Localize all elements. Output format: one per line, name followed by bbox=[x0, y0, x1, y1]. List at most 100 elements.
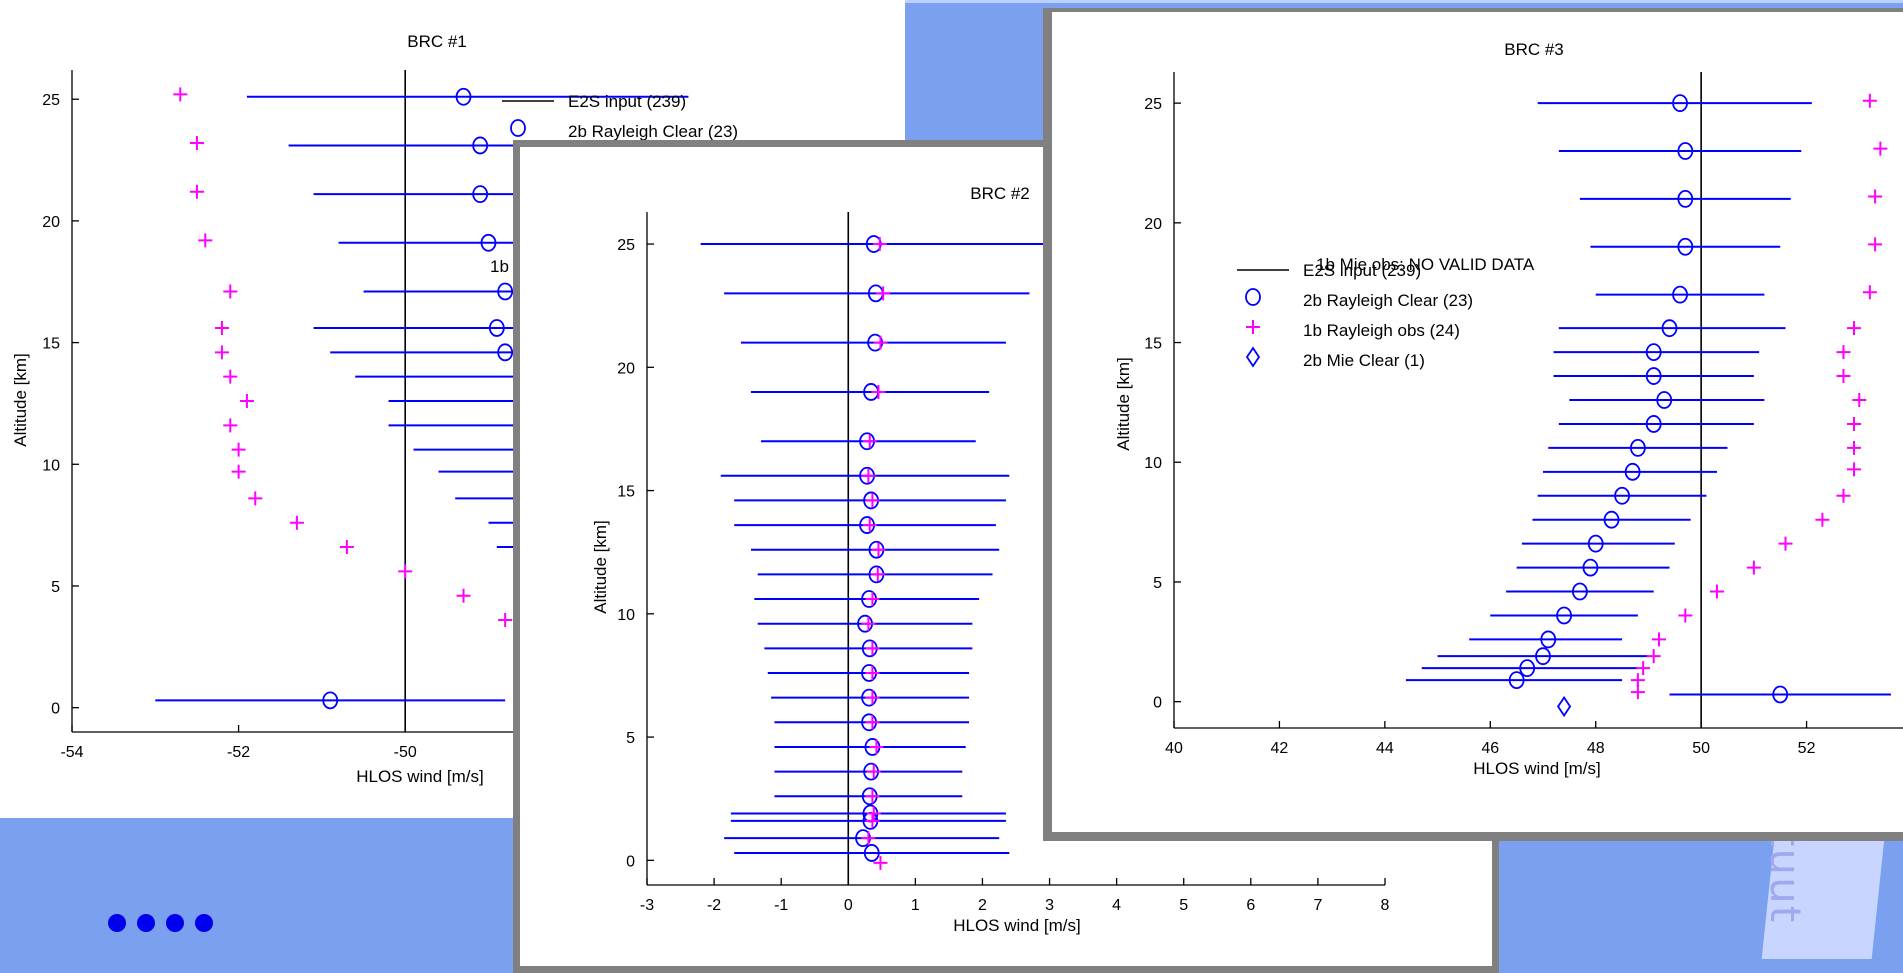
brc3-2b-rayleigh-clear-point bbox=[1572, 582, 1588, 601]
brc3-1b-rayleigh-obs-point bbox=[1847, 321, 1862, 336]
brc1-1b-rayleigh-obs-point bbox=[239, 394, 254, 408]
brc3-legend-label: E2S input (239) bbox=[1303, 261, 1421, 280]
brc3-1b-rayleigh-obs-point bbox=[1868, 237, 1883, 252]
brc1-1b-rayleigh-obs-point bbox=[189, 184, 204, 199]
brc2-1b-rayleigh-obs-point bbox=[861, 616, 876, 631]
brc2-chart: -3 -2 -1 0 1 2 3 4 5 6 7 8 0 5 10 15 20 25 BRC #2 HLOS wind… bbox=[591, 184, 1390, 935]
dot-3 bbox=[166, 914, 184, 932]
brc1-x-tick-label: -54 bbox=[60, 744, 83, 761]
brc3-x-tick-label: 44 bbox=[1376, 740, 1394, 757]
brc1-y-tick-label: 20 bbox=[42, 214, 60, 231]
brc3-1b-rayleigh-obs-point bbox=[1778, 536, 1793, 551]
brc3-2b-rayleigh-clear-point bbox=[1540, 630, 1557, 649]
brc2-1b-rayleigh-obs-point bbox=[865, 789, 880, 804]
brc3-2b-rayleigh-clear-point bbox=[1772, 685, 1789, 704]
brc2-x-tick-label: -3 bbox=[640, 897, 654, 914]
brc1-1b-rayleigh-obs-point bbox=[339, 540, 354, 555]
brc1-2b-rayleigh-clear-point bbox=[497, 343, 514, 362]
brc3-legend-label: 2b Mie Clear (1) bbox=[1303, 351, 1425, 370]
brc3-title: BRC #3 bbox=[1504, 40, 1564, 59]
brc3-2b-rayleigh-clear-point bbox=[1556, 606, 1572, 625]
brc3-1b-rayleigh-obs-point bbox=[1862, 93, 1877, 108]
brc2-1b-rayleigh-obs-point bbox=[865, 715, 880, 730]
brc1-1b-rayleigh-obs-point bbox=[198, 233, 213, 248]
brc3-legend-label: 2b Rayleigh Clear (23) bbox=[1303, 291, 1473, 310]
brc1-x-tick-label: -52 bbox=[227, 744, 250, 761]
brc3-2b-rayleigh-clear-point bbox=[1624, 462, 1641, 481]
brc2-x-tick-label: 0 bbox=[844, 897, 853, 914]
brc1-1b-rayleigh-obs-point bbox=[173, 87, 188, 102]
brc3-1b-rayleigh-obs-point bbox=[1709, 584, 1724, 599]
brc3-1b-rayleigh-obs-point bbox=[1868, 189, 1883, 204]
brc1-1b-rayleigh-obs-point bbox=[231, 464, 246, 479]
brc2-1b-rayleigh-obs-point bbox=[862, 518, 877, 533]
brc3-x-axis-label: HLOS wind [m/s] bbox=[1473, 759, 1601, 778]
brc1-legend-partial-label: 1b bbox=[490, 257, 509, 276]
brc2-1b-rayleigh-obs-point bbox=[866, 764, 881, 779]
brc3-1b-rayleigh-obs-point bbox=[1636, 661, 1651, 676]
brc3-2b-rayleigh-clear-point bbox=[1677, 237, 1694, 256]
brc2-x-tick-label: 5 bbox=[1179, 897, 1188, 914]
brc3-2b-rayleigh-clear-point bbox=[1645, 367, 1662, 385]
brc1-2b-rayleigh-clear-point bbox=[472, 136, 489, 155]
brc3-2b-rayleigh-clear-point bbox=[1677, 142, 1694, 160]
brc3-2b-rayleigh-clear-point bbox=[1603, 510, 1620, 529]
brc1-1b-rayleigh-obs-point bbox=[498, 613, 513, 628]
brc2-1b-rayleigh-obs-point bbox=[873, 855, 888, 870]
brc2-x-tick-label: 7 bbox=[1313, 897, 1322, 914]
brc3-1b-rayleigh-obs-point bbox=[1646, 649, 1661, 664]
brc3-2b-rayleigh-clear-point bbox=[1535, 647, 1551, 666]
brc2-1b-rayleigh-obs-point bbox=[865, 592, 880, 607]
brc1-y-tick-label: 10 bbox=[42, 457, 60, 474]
brc2-1b-rayleigh-obs-point bbox=[865, 813, 880, 828]
brc1-1b-rayleigh-obs-point bbox=[398, 564, 413, 579]
dot-2 bbox=[137, 914, 155, 932]
brc2-x-tick-label: -1 bbox=[774, 897, 788, 914]
brc2-1b-rayleigh-obs-point bbox=[861, 468, 876, 483]
brc3-2b-rayleigh-clear-point bbox=[1587, 534, 1604, 553]
brc1-title: BRC #1 bbox=[407, 32, 467, 51]
brc1-1b-rayleigh-obs-point bbox=[223, 369, 238, 384]
brc1-y-axis-label: Altitude [km] bbox=[11, 353, 30, 447]
brc2-x-tick-label: 3 bbox=[1045, 897, 1054, 914]
brc2-2b-rayleigh-clear-point bbox=[863, 844, 880, 862]
slide-progress-dots bbox=[108, 914, 224, 937]
brc3-x-tick-label: 46 bbox=[1481, 740, 1499, 757]
brc3-2b-mie-clear-point bbox=[1557, 695, 1572, 718]
brc3-2b-rayleigh-clear-point bbox=[1677, 189, 1694, 208]
brc2-1b-rayleigh-obs-point bbox=[862, 434, 877, 449]
brc2-1b-rayleigh-obs-point bbox=[865, 690, 880, 705]
brc2-1b-rayleigh-obs-point bbox=[865, 641, 880, 656]
brc1-y-tick-label: 0 bbox=[51, 701, 60, 718]
brc3-y-tick-label: 15 bbox=[1144, 336, 1162, 353]
brc3-chart: 40 42 44 46 48 50 52 0 5 10 15 20 25 BRC #3 HLOS wind … bbox=[1114, 40, 1903, 778]
brc1-2b-rayleigh-clear-point bbox=[322, 691, 339, 710]
brc3-y-tick-label: 25 bbox=[1144, 96, 1162, 113]
brc2-y-tick-label: 10 bbox=[617, 607, 635, 624]
brc2-x-tick-label: 2 bbox=[978, 897, 987, 914]
brc2-y-tick-label: 5 bbox=[626, 730, 635, 747]
brc3-1b-rayleigh-obs-point bbox=[1815, 512, 1830, 527]
brc1-1b-rayleigh-obs-point bbox=[214, 320, 229, 335]
brc3-2b-rayleigh-clear-point bbox=[1629, 438, 1646, 457]
brc2-y-tick-label: 15 bbox=[617, 484, 635, 501]
brc3-y-tick-label: 20 bbox=[1144, 216, 1162, 233]
brc1-legend-label: 2b Rayleigh Clear (23) bbox=[568, 122, 738, 141]
brc2-x-axis-label: HLOS wind [m/s] bbox=[953, 916, 1081, 935]
brc3-2b-rayleigh-clear-point bbox=[1645, 343, 1662, 362]
brc3-x-tick-label: 42 bbox=[1271, 740, 1289, 757]
brc2-1b-rayleigh-obs-point bbox=[861, 831, 876, 846]
brc2-1b-rayleigh-obs-point bbox=[865, 665, 880, 680]
brc1-y-tick-label: 15 bbox=[42, 336, 60, 353]
brc2-title: BRC #2 bbox=[970, 184, 1030, 203]
brc3-1b-rayleigh-obs-point bbox=[1651, 632, 1666, 647]
brc2-y-tick-label: 20 bbox=[617, 360, 635, 377]
brc3-1b-rayleigh-obs-point bbox=[1678, 608, 1693, 623]
brc3-1b-rayleigh-obs-point bbox=[1836, 369, 1851, 384]
brc3-1b-rayleigh-obs-point bbox=[1852, 393, 1867, 407]
brc3-legend-diamond-swatch bbox=[1245, 346, 1261, 368]
brc2-1b-rayleigh-obs-point bbox=[869, 739, 884, 754]
brc2-x-tick-label: -2 bbox=[707, 897, 721, 914]
brc3-2b-rayleigh-clear-point bbox=[1582, 558, 1599, 577]
brc2-x-tick-label: 8 bbox=[1381, 897, 1390, 914]
